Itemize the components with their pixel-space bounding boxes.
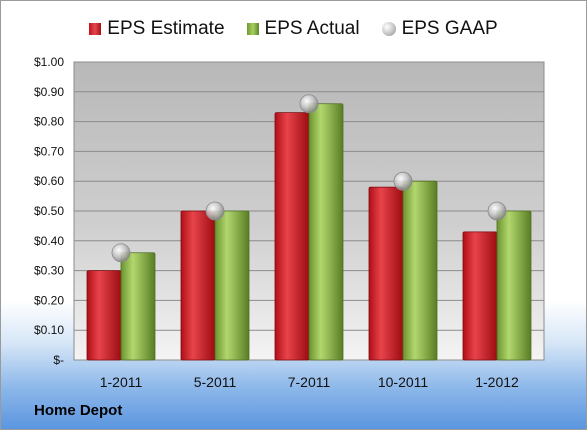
bar-eps-estimate [180,210,216,361]
company-label: Home Depot [34,402,123,419]
bar-eps-estimate [274,112,310,361]
bar-eps-actual [308,103,344,361]
legend-item-estimate: EPS Estimate [89,18,225,40]
bar-eps-actual [120,252,156,361]
bars [86,103,532,361]
y-tick-label: $0.80 [34,115,64,129]
legend-item-gaap: EPS GAAP [381,18,498,40]
y-tick-label: $0.30 [34,264,64,278]
x-tick-label: 1-2011 [100,374,143,390]
legend-label-estimate: EPS Estimate [107,18,225,39]
legend-swatch-estimate [89,23,102,35]
legend-item-actual: EPS Actual [246,18,360,40]
bar-eps-estimate [462,231,498,361]
marker-eps-gaap [299,94,319,114]
legend-swatch-actual [246,23,259,35]
y-tick-label: $0.40 [34,234,64,248]
marker-eps-gaap [487,201,507,221]
bar-eps-estimate [86,270,122,361]
marker-eps-gaap [111,243,131,263]
y-tick-label: $0.70 [34,144,64,158]
y-tick-label: $0.90 [34,85,64,99]
marker-eps-gaap [393,171,413,191]
legend: EPS Estimate EPS Actual EPS GAAP [0,14,587,44]
x-axis-ticks: 1-2011 5-2011 7-2011 10-2011 1-2012 [100,374,519,390]
y-tick-label: $- [53,353,64,367]
legend-label-actual: EPS Actual [264,18,360,39]
x-tick-label: 10-2011 [378,374,429,390]
legend-label-gaap: EPS GAAP [401,18,498,39]
bar-eps-actual [402,180,438,361]
marker-eps-gaap [205,201,225,221]
bar-eps-actual [496,210,532,361]
y-axis-ticks: $- $0.10 $0.20 $0.30 $0.40 $0.50 $0.60 $0.70 $0.… [34,55,64,367]
y-tick-label: $0.20 [34,293,64,307]
y-tick-label: $0.60 [34,174,64,188]
y-tick-label: $0.50 [34,204,64,218]
x-tick-label: 7-2011 [288,374,331,390]
gaap-markers [111,94,507,263]
x-tick-label: 1-2012 [475,374,519,390]
y-tick-label: $1.00 [34,55,64,69]
y-tick-label: $0.10 [34,323,64,337]
x-tick-label: 5-2011 [194,374,237,390]
bar-eps-estimate [368,186,404,361]
bar-eps-actual [214,210,250,361]
legend-marker-gaap [381,22,396,36]
